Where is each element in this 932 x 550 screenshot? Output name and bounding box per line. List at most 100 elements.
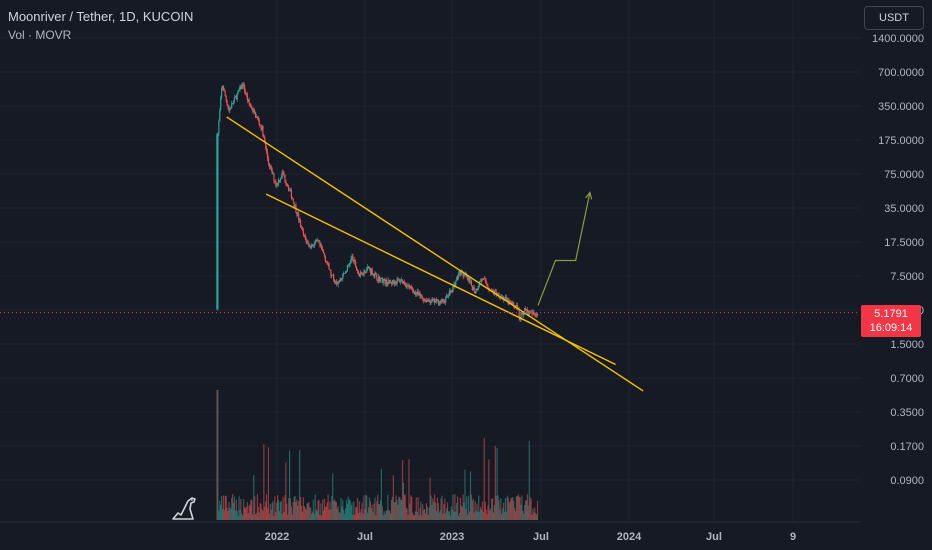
volume-bar <box>499 509 501 520</box>
projection-path <box>537 192 591 306</box>
volume-bar <box>447 511 450 520</box>
candle-down <box>412 288 414 291</box>
candle-down <box>389 280 391 283</box>
volume-bar <box>263 444 265 520</box>
candle-down <box>328 263 330 270</box>
candle-down <box>511 302 513 304</box>
volume-bar <box>428 507 430 520</box>
candle-down <box>369 268 371 274</box>
volume-bar <box>453 511 455 520</box>
volume-bar <box>330 509 332 520</box>
time-tick-label: Jul <box>357 531 373 543</box>
volume-bar <box>237 515 239 520</box>
candle-down <box>518 309 520 318</box>
candle-up <box>237 90 239 94</box>
volume-bar <box>386 510 388 520</box>
candle-down <box>285 180 287 184</box>
volume-bar <box>482 511 484 520</box>
tradingview-dino-logo-icon[interactable] <box>170 493 200 523</box>
volume-bar <box>441 495 443 520</box>
price-axis[interactable]: 1400.0000 700.0000 350.0000 175.0000 75.0000… <box>872 33 924 487</box>
drawing-layer[interactable] <box>0 116 860 392</box>
price-tick-label: 0.1700 <box>890 441 924 453</box>
volume-legend[interactable]: Vol · MOVR <box>8 28 72 42</box>
volume-bar <box>489 510 491 520</box>
volume-bar <box>336 508 338 520</box>
volume-bar <box>493 505 495 520</box>
projection-arrowhead <box>585 191 593 200</box>
candle-down <box>381 277 383 284</box>
volume-bar <box>412 512 414 520</box>
volume-bar <box>220 495 223 520</box>
volume-bar <box>353 501 355 520</box>
volume-bar <box>361 502 363 520</box>
volume-bar <box>485 509 487 520</box>
candle-up <box>312 245 315 247</box>
candle-down <box>304 235 306 239</box>
candle-down <box>361 272 363 275</box>
candle-down <box>483 278 485 280</box>
candle-down <box>384 278 386 285</box>
candle-down <box>258 120 260 125</box>
volume-bar <box>505 511 507 520</box>
volume-bar <box>449 515 451 520</box>
candle-up <box>387 283 389 286</box>
volume-bar <box>365 494 367 520</box>
volume-bar <box>236 510 238 520</box>
volume-bar <box>520 504 522 520</box>
candle-up <box>520 313 522 320</box>
candle-up <box>340 278 342 281</box>
volume-bar <box>529 497 531 520</box>
candle-up <box>299 220 301 221</box>
volume-bar <box>478 495 480 520</box>
volume-bar <box>272 500 274 520</box>
candle-down <box>254 112 257 118</box>
time-axis[interactable]: 2022 Jul 2023 Jul 2024 Jul 9 <box>0 521 860 543</box>
volume-bar <box>342 500 344 520</box>
volume-bar <box>323 498 326 520</box>
candle-up <box>491 289 493 291</box>
candle-up <box>482 278 484 280</box>
candle-down <box>250 105 252 107</box>
volume-bar <box>349 500 351 520</box>
candle-down <box>322 250 325 254</box>
volume-bar <box>417 497 419 520</box>
currency-button[interactable]: USDT <box>864 6 924 30</box>
candle-down <box>267 157 270 164</box>
candle-down <box>427 300 429 301</box>
volume-bar <box>511 497 513 520</box>
candle-up <box>316 239 318 241</box>
symbol-title[interactable]: Moonriver / Tether, 1D, KUCOIN <box>8 9 194 24</box>
volume-bar <box>328 509 330 520</box>
candle-down <box>225 96 227 101</box>
candle-down <box>260 124 262 130</box>
volume-bar <box>384 514 386 520</box>
candle-down <box>442 299 444 300</box>
volume-bar <box>232 494 234 520</box>
volume-bar <box>344 508 347 520</box>
candle-up <box>247 99 249 101</box>
volume-bar <box>264 507 266 520</box>
volume-bar <box>316 510 318 520</box>
candle-down <box>248 99 250 104</box>
candle-down <box>321 245 323 250</box>
volume-bar <box>519 497 521 520</box>
volume-bar <box>301 511 304 520</box>
volume-bar <box>509 501 511 520</box>
volume-bar <box>247 513 249 520</box>
volume-bar <box>379 500 382 520</box>
volume-bar <box>474 501 476 520</box>
candle-down <box>327 263 329 265</box>
volume-bar <box>238 496 240 520</box>
candle-up <box>331 274 333 276</box>
volume-bar <box>394 501 396 520</box>
candle-down <box>371 269 373 275</box>
volume-bar <box>494 446 496 520</box>
candle-down <box>358 273 360 277</box>
volume-bar <box>436 497 439 520</box>
candle-up <box>394 281 396 284</box>
volume-bar <box>324 506 326 520</box>
volume-bar <box>434 494 436 520</box>
